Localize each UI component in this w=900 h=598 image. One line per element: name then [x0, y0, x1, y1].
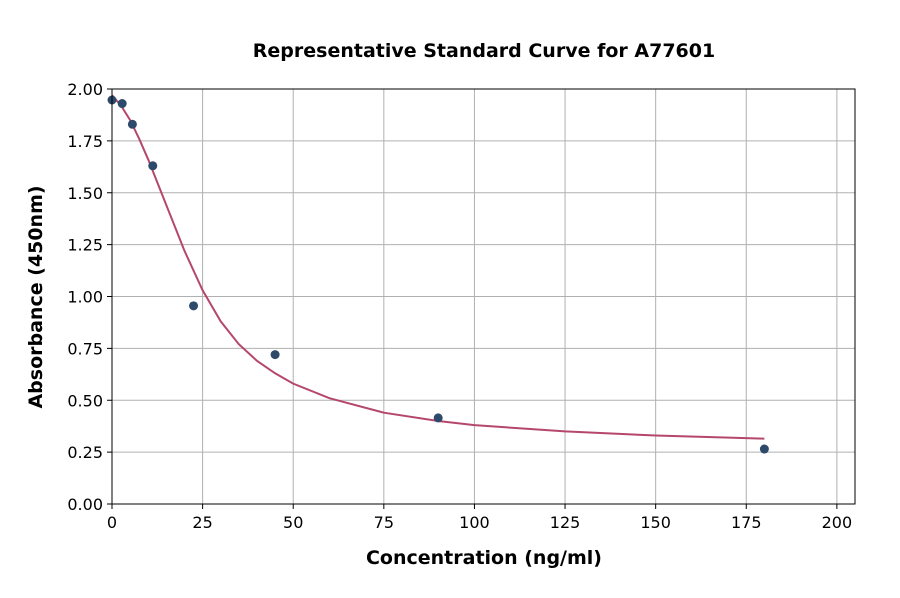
data-point — [433, 413, 443, 423]
data-point — [759, 444, 769, 454]
ticks: 0 25 50 75 100 125 150 175 200 0.00 0.25 0.50 0.75 1.… — [67, 80, 852, 532]
data-point — [270, 350, 280, 360]
x-tick-label: 25 — [192, 513, 212, 532]
y-tick-label: 2.00 — [67, 80, 103, 99]
data-point — [117, 99, 127, 109]
x-tick-label: 200 — [822, 513, 853, 532]
x-tick-label: 175 — [731, 513, 762, 532]
y-tick-label: 0.25 — [67, 443, 103, 462]
x-axis-label: Concentration (ng/ml) — [366, 547, 602, 569]
x-tick-label: 50 — [283, 513, 303, 532]
x-tick-label: 0 — [107, 513, 117, 532]
y-tick-label: 0.75 — [67, 339, 103, 358]
chart-title: Representative Standard Curve for A77601 — [253, 40, 715, 62]
y-tick-label: 0.00 — [67, 495, 103, 514]
x-tick-label: 125 — [550, 513, 581, 532]
fit-curve-line — [111, 94, 765, 440]
y-tick-label: 1.00 — [67, 288, 103, 307]
x-tick-label: 150 — [640, 513, 671, 532]
points-layer — [107, 95, 769, 454]
grid — [111, 88, 855, 505]
fit-curve-layer — [111, 94, 765, 440]
x-tick-label: 100 — [459, 513, 490, 532]
x-tick-label: 75 — [374, 513, 394, 532]
y-axis-label: Absorbance (450nm) — [25, 185, 47, 408]
data-point — [127, 119, 137, 129]
plot-frame — [111, 88, 856, 505]
data-point — [148, 161, 158, 171]
y-tick-label: 1.75 — [67, 132, 103, 151]
y-tick-label: 1.50 — [67, 184, 103, 203]
data-point — [189, 301, 199, 311]
y-tick-label: 1.25 — [67, 236, 103, 255]
y-tick-label: 0.50 — [67, 391, 103, 410]
